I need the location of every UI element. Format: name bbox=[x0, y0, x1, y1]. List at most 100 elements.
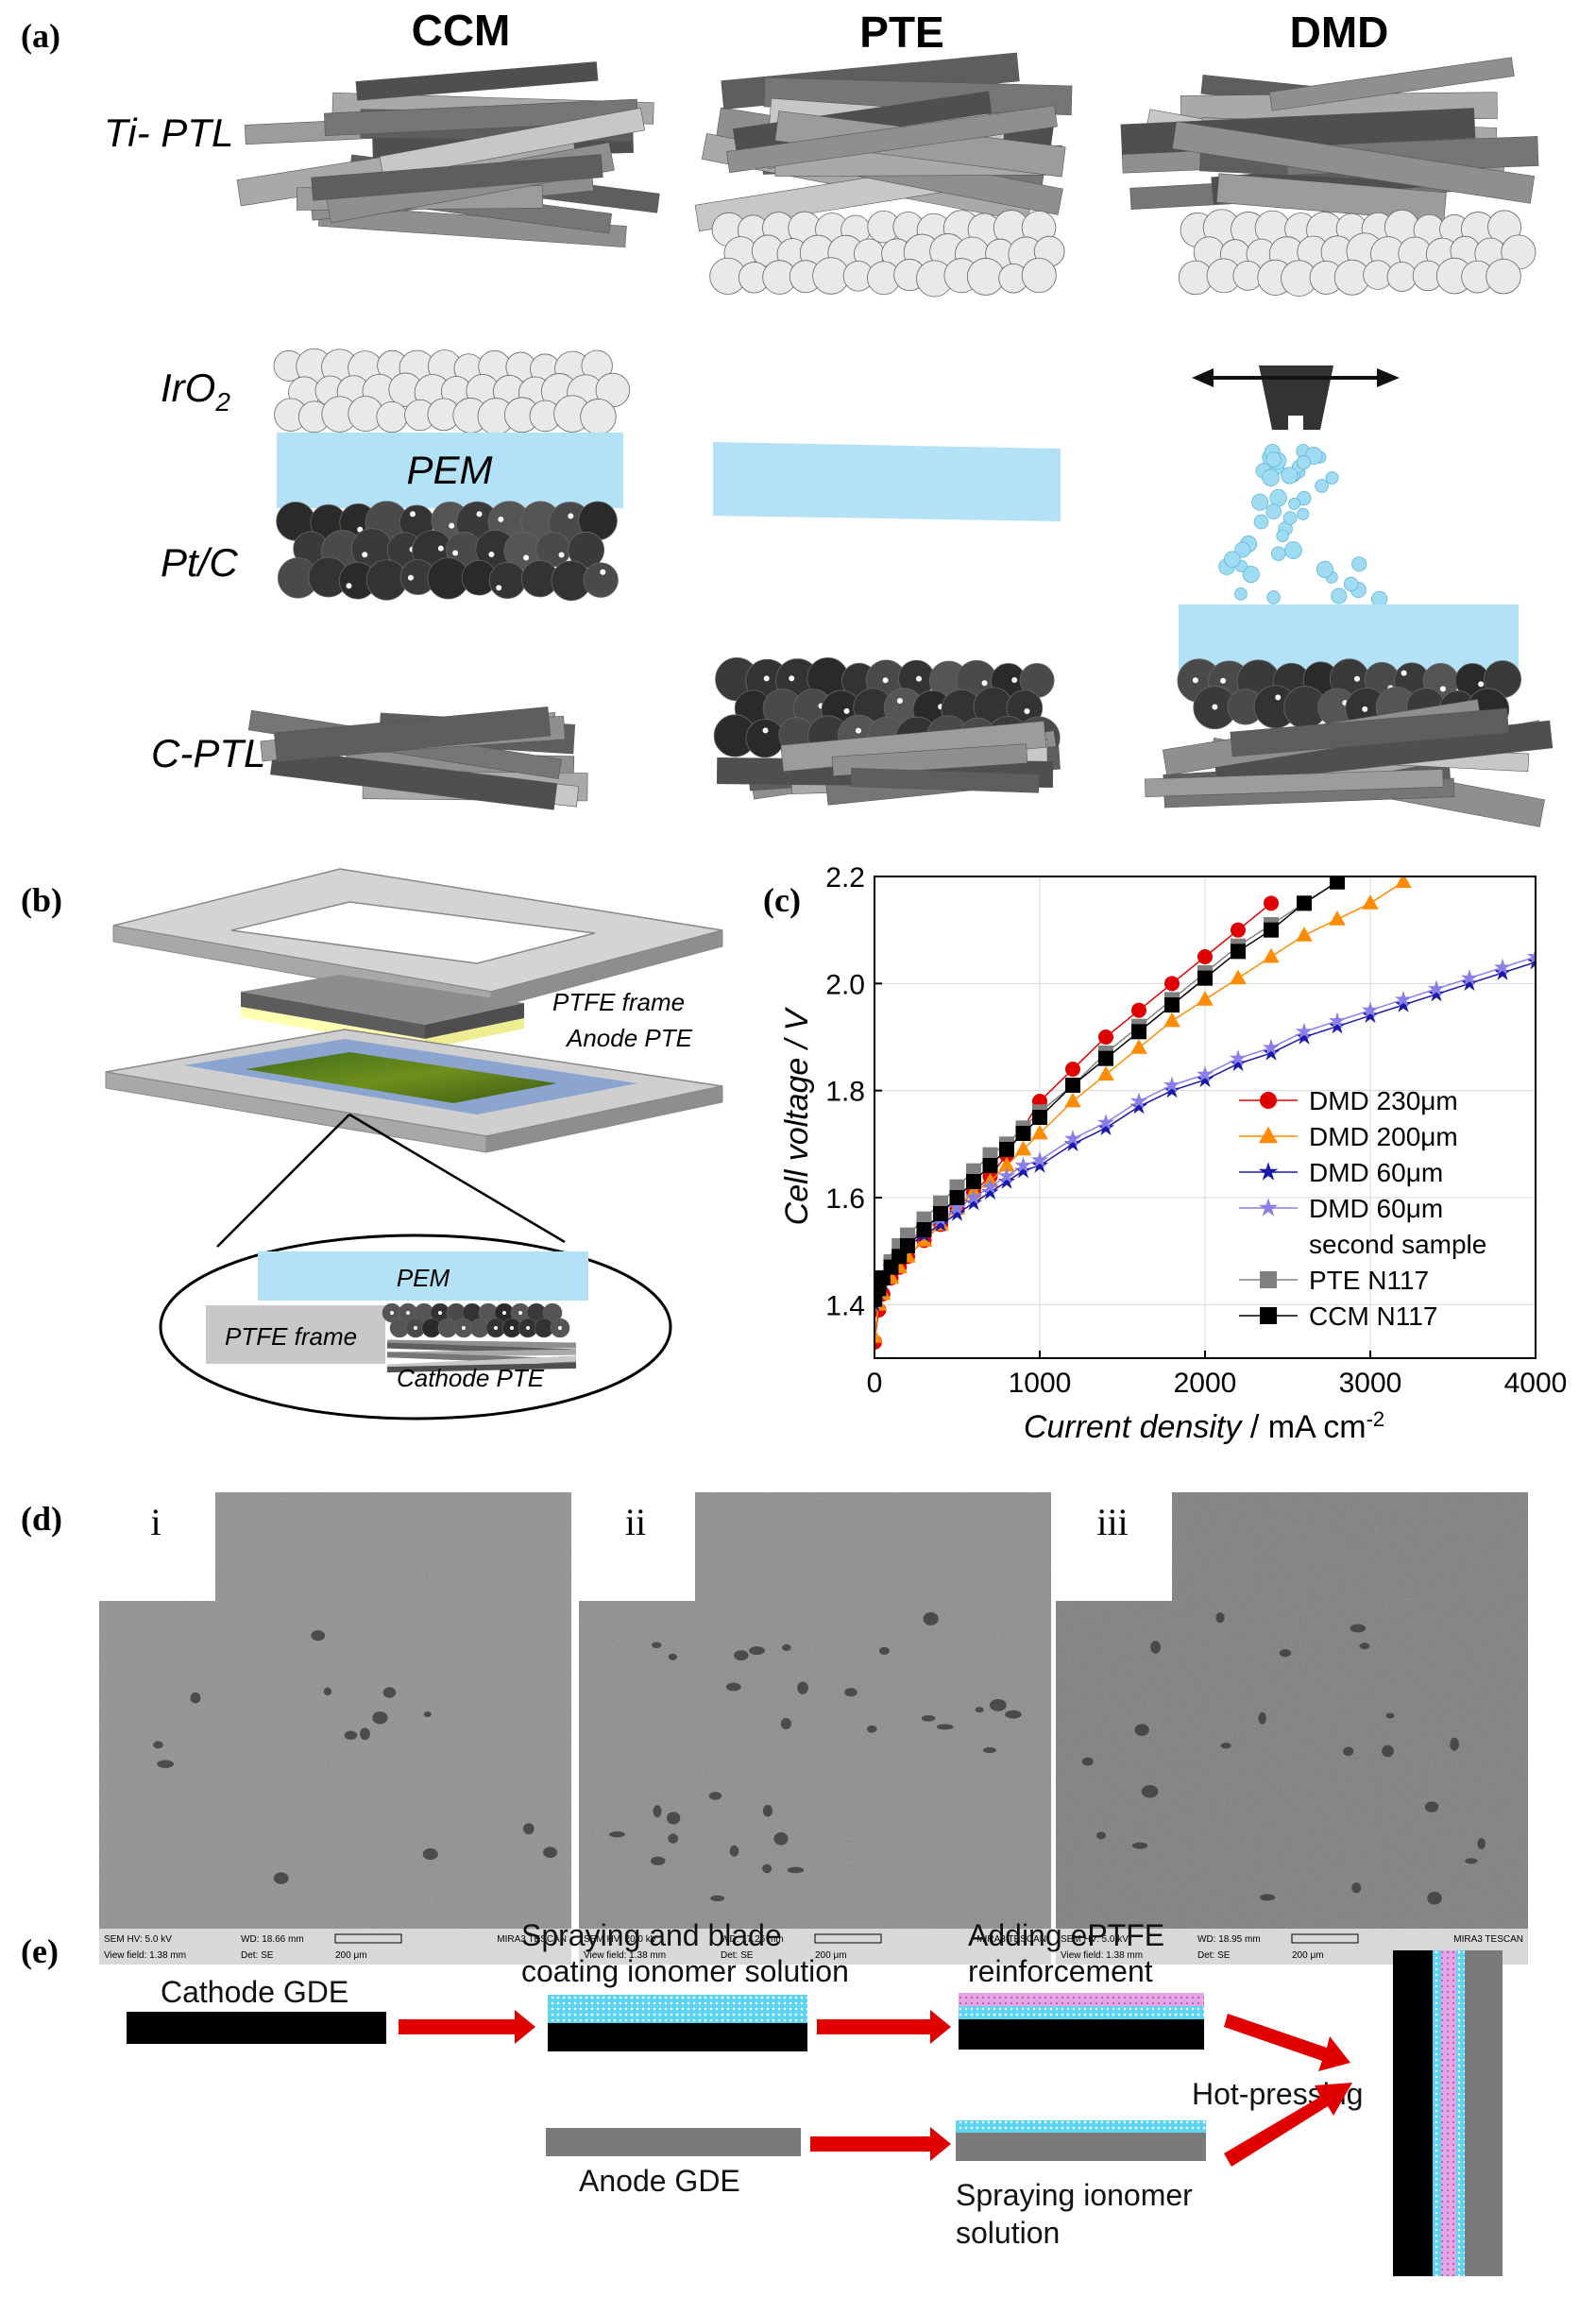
mea-cathode-gde bbox=[1393, 1950, 1433, 2276]
pt-dot bbox=[763, 675, 770, 682]
sem-pore bbox=[1351, 1882, 1362, 1894]
coated-cathode-bar bbox=[548, 2023, 807, 2051]
sem-pore bbox=[543, 1846, 558, 1859]
sem-pore bbox=[372, 1711, 388, 1725]
data-point bbox=[1362, 894, 1379, 910]
droplet bbox=[1288, 498, 1300, 510]
particle bbox=[488, 561, 526, 600]
pt-dot bbox=[414, 1326, 417, 1330]
ptc-layer-ccm bbox=[276, 501, 619, 602]
eptfe-layer bbox=[959, 1993, 1204, 2006]
sem-pore bbox=[1350, 1624, 1367, 1633]
data-point bbox=[997, 1166, 1016, 1184]
data-point bbox=[1230, 969, 1247, 985]
spray-ionomer-label-1: Spraying ionomer bbox=[956, 2178, 1193, 2212]
pt-dot bbox=[449, 522, 455, 529]
data-point bbox=[915, 1232, 933, 1247]
pt-dot bbox=[526, 1326, 530, 1330]
pt-dot bbox=[406, 1311, 410, 1315]
data-point bbox=[1295, 1028, 1314, 1045]
sem-pore bbox=[773, 1831, 789, 1846]
data-point bbox=[1032, 1110, 1047, 1125]
data-point bbox=[1014, 1162, 1032, 1179]
x-tick-label: 4000 bbox=[1504, 1368, 1568, 1399]
data-point bbox=[1330, 876, 1345, 890]
spray-blade-label-1: Spraying and blade bbox=[521, 1918, 782, 1952]
particle bbox=[1486, 258, 1521, 295]
pt-dot bbox=[882, 677, 889, 684]
mea-ionomer-right bbox=[1456, 1950, 1465, 2276]
sem-pore bbox=[382, 1687, 397, 1698]
data-point bbox=[1329, 910, 1346, 926]
data-point bbox=[998, 1156, 1015, 1172]
panel-c-label: (c) bbox=[763, 881, 801, 919]
sem-info-det: Det: SE bbox=[721, 1950, 754, 1961]
data-point bbox=[1260, 1307, 1277, 1324]
data-point bbox=[1130, 1039, 1147, 1054]
data-point bbox=[1065, 1062, 1080, 1077]
sem-pore bbox=[1215, 1612, 1225, 1624]
pt-dot bbox=[558, 1326, 562, 1330]
data-point bbox=[997, 1172, 1016, 1189]
sem-pore bbox=[923, 1611, 939, 1625]
pt-dot bbox=[476, 511, 483, 518]
fiber bbox=[850, 767, 1040, 793]
sem-info-brand: MIRA3 TESCAN bbox=[976, 1934, 1046, 1945]
fiber bbox=[386, 1339, 576, 1349]
data-point bbox=[1259, 1126, 1278, 1144]
data-point bbox=[933, 1206, 948, 1221]
data-point bbox=[1096, 1114, 1115, 1131]
pt-dot bbox=[1401, 670, 1407, 676]
y-axis-label: Cell voltage / V bbox=[779, 1006, 815, 1225]
sem-pore bbox=[780, 1717, 791, 1729]
droplet bbox=[1262, 468, 1280, 486]
iro2-layer-pte bbox=[709, 210, 1065, 298]
data-point bbox=[1258, 1198, 1279, 1217]
eptfe-cathode-bar bbox=[959, 2019, 1204, 2050]
sem-pore bbox=[273, 1872, 289, 1884]
pt-dot bbox=[496, 585, 502, 591]
sem-pore bbox=[668, 1653, 678, 1660]
droplet bbox=[1343, 576, 1359, 592]
particle bbox=[583, 562, 619, 598]
panel-d: (d) i SEM HV: 5.0 kV WD: 18.66 mm View fiel… bbox=[21, 1490, 1528, 1965]
sem-pore bbox=[609, 1831, 626, 1838]
panel-b: (b) PTFE frame Anode PTE PEM bbox=[21, 868, 723, 1421]
sem-info-scale: 200 μm bbox=[815, 1950, 847, 1961]
fiber bbox=[726, 105, 1058, 174]
ionomer-spray-droplets bbox=[1218, 444, 1388, 607]
mea-anode-gde bbox=[1465, 1950, 1503, 2276]
final-mea-stack bbox=[1393, 1950, 1503, 2276]
data-point bbox=[1296, 927, 1313, 942]
move-arrow-left-head bbox=[1192, 368, 1214, 387]
sem-info-scale: 200 μm bbox=[335, 1950, 367, 1961]
data-point bbox=[1231, 944, 1246, 960]
droplet bbox=[1331, 587, 1348, 604]
particle bbox=[1386, 262, 1418, 292]
data-point bbox=[1014, 1140, 1032, 1156]
data-point bbox=[1065, 1078, 1080, 1093]
fiber bbox=[1230, 707, 1509, 757]
data-point bbox=[931, 1215, 950, 1233]
pt-dot bbox=[523, 554, 530, 561]
sem-pore bbox=[762, 1863, 773, 1874]
droplet bbox=[1296, 455, 1311, 470]
fiber bbox=[1215, 173, 1447, 222]
fiber bbox=[831, 743, 1028, 776]
panel-e: (e) Cathode GDE Spraying and blade coati… bbox=[21, 1918, 1503, 2276]
series-line bbox=[874, 881, 1338, 1295]
sem-pore bbox=[668, 1833, 679, 1844]
pt-dot bbox=[558, 552, 565, 558]
sem-info-hv: SEM HV: 5.0 kV bbox=[1061, 1934, 1129, 1945]
data-point bbox=[981, 1183, 999, 1200]
legend-label: second sample bbox=[1309, 1230, 1486, 1259]
pt-dot bbox=[916, 675, 923, 682]
data-point bbox=[981, 1178, 999, 1195]
droplet bbox=[1325, 471, 1339, 485]
data-point bbox=[1131, 1024, 1146, 1040]
sem-info-det: Det: SE bbox=[1197, 1950, 1231, 1961]
sem-pore bbox=[708, 1792, 722, 1800]
data-point bbox=[1361, 1001, 1380, 1018]
sem-info-scale: 200 μm bbox=[1292, 1950, 1324, 1961]
data-point bbox=[1394, 995, 1413, 1012]
